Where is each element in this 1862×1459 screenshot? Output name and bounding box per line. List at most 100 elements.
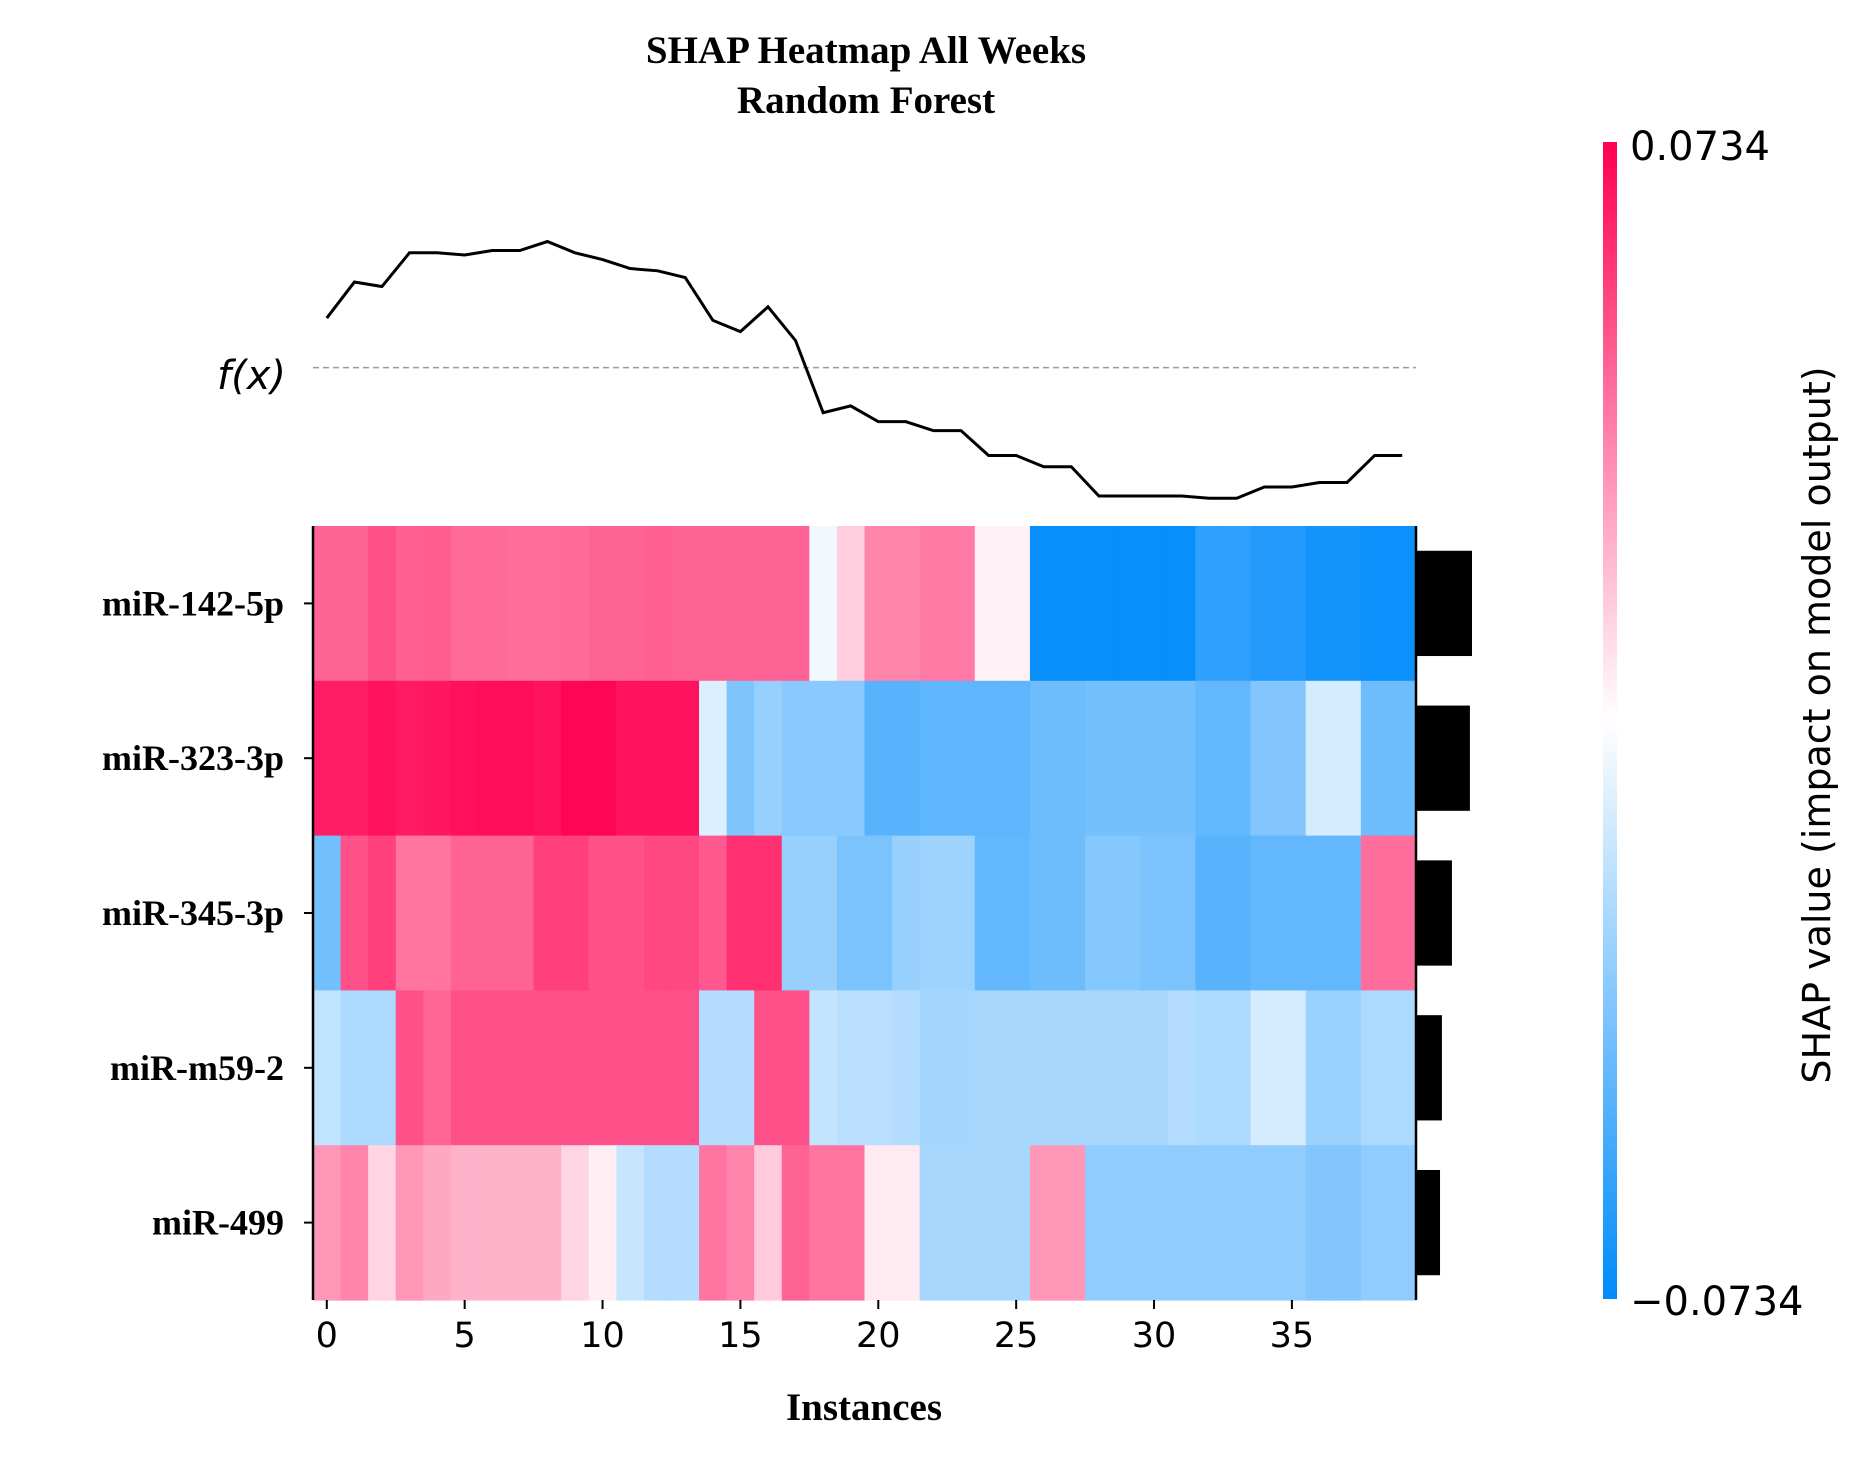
heatmap-cell — [699, 680, 728, 837]
heatmap-cell — [1167, 835, 1196, 991]
feature-label: miR-m59-2 — [110, 1048, 284, 1088]
heatmap-cell — [533, 526, 562, 682]
heatmap-cell — [1029, 680, 1059, 837]
heatmap-cell — [974, 680, 1003, 837]
heatmap-cell — [1388, 1145, 1417, 1301]
heatmap-cell — [340, 990, 369, 1146]
heatmap-cell — [1278, 1145, 1307, 1301]
heatmap-cell — [1112, 990, 1141, 1146]
heatmap-cell — [643, 680, 673, 837]
heatmap-cell — [974, 835, 1003, 991]
heatmap-cell — [1057, 990, 1086, 1146]
heatmap-cell — [1222, 1145, 1252, 1301]
colorbar-axis-label: SHAP value (impact on model output) — [1795, 366, 1839, 1083]
heatmap-cell — [754, 835, 783, 991]
heatmap-cell — [1167, 1145, 1196, 1301]
heatmap-cell — [1085, 1145, 1114, 1301]
heatmap-cell — [368, 835, 397, 991]
heatmap-cell — [947, 990, 976, 1146]
heatmap-cell — [947, 835, 976, 991]
colorbar-min-label: −0.0734 — [1630, 1279, 1803, 1325]
heatmap-cell — [1333, 680, 1362, 837]
heatmap-cell — [1278, 990, 1307, 1146]
heatmap-cell — [478, 526, 507, 682]
heatmap-cell — [974, 1145, 1003, 1301]
heatmap-cell — [533, 1145, 562, 1301]
heatmap-cell — [671, 1145, 700, 1301]
heatmap-cell — [1002, 680, 1031, 837]
heatmap-cell — [1305, 990, 1334, 1146]
heatmap-cell — [1002, 835, 1031, 991]
heatmap-cell — [1388, 990, 1417, 1146]
heatmap-cell — [1195, 1145, 1224, 1301]
heatmap-cell — [1002, 526, 1031, 682]
fx-label: f(x) — [217, 353, 286, 399]
heatmap-cell — [450, 990, 480, 1146]
heatmap-cell — [699, 1145, 728, 1301]
feature-label: miR-345-3p — [102, 893, 284, 933]
heatmap-cell — [1222, 990, 1252, 1146]
heatmap-cell — [450, 526, 480, 682]
heatmap-cell — [616, 1145, 645, 1301]
heatmap-cell — [368, 1145, 397, 1301]
heatmap-cell — [1250, 1145, 1279, 1301]
importance-bars — [1416, 550, 1472, 1276]
importance-bar — [1416, 860, 1452, 966]
heatmap-cell — [919, 990, 948, 1146]
heatmap-cell — [864, 990, 893, 1146]
heatmap-cell — [1388, 526, 1417, 682]
heatmap-cell — [809, 835, 838, 991]
feature-labels: miR-142-5p miR-323-3p miR-345-3p miR-m59-2 m… — [102, 583, 313, 1243]
heatmap-cell — [340, 526, 369, 682]
heatmap-cell — [588, 1145, 617, 1301]
heatmap-cell — [919, 835, 948, 991]
heatmap-cell — [340, 835, 369, 991]
heatmap-cell — [313, 680, 342, 837]
heatmap-cell — [1222, 835, 1252, 991]
heatmap-cell — [1333, 835, 1362, 991]
heatmap-cell — [616, 835, 645, 991]
heatmap-cell — [1140, 1145, 1169, 1301]
heatmap-cell — [1360, 526, 1390, 682]
heatmap-cell — [1002, 990, 1031, 1146]
heatmap-cell — [726, 680, 755, 837]
heatmap-cell — [588, 680, 617, 837]
heatmap-cell — [1167, 526, 1196, 682]
heatmap-cell — [313, 835, 342, 991]
heatmap-cell — [947, 680, 976, 837]
heatmap-cell — [892, 680, 921, 837]
heatmap-cell — [1140, 526, 1169, 682]
heatmap-cell — [368, 526, 397, 682]
fx-panel: f(x) — [217, 239, 1416, 500]
heatmap-cell — [423, 1145, 452, 1301]
heatmap-cell — [588, 990, 617, 1146]
chart-title: SHAP Heatmap All Weeks — [646, 29, 1086, 72]
heatmap-cell — [699, 526, 728, 682]
heatmap-cell — [1278, 835, 1307, 991]
heatmap-cell — [1195, 990, 1224, 1146]
heatmap-cell — [919, 526, 948, 682]
heatmap-cell — [1360, 990, 1390, 1146]
heatmap-cell — [1195, 835, 1224, 991]
heatmap-cell — [395, 990, 424, 1146]
heatmap-cell — [450, 835, 480, 991]
heatmap-cell — [340, 680, 369, 837]
heatmap-cell — [1140, 990, 1169, 1146]
heatmap-cell — [450, 1145, 480, 1301]
x-tick-label: 25 — [994, 1316, 1039, 1356]
heatmap-cell — [643, 990, 673, 1146]
heatmap-cell — [561, 1145, 590, 1301]
heatmap-cell — [1029, 835, 1059, 991]
heatmap-cell — [1029, 1145, 1059, 1301]
heatmap-cell — [1002, 1145, 1031, 1301]
heatmap-cell — [1278, 680, 1307, 837]
x-tick-label: 35 — [1270, 1316, 1315, 1356]
x-tick-label: 30 — [1132, 1316, 1177, 1356]
heatmap-cell — [836, 680, 866, 837]
x-tick-label: 20 — [856, 1316, 901, 1356]
heatmap-cell — [1222, 526, 1252, 682]
heatmap-cell — [864, 680, 893, 837]
heatmap-cell — [671, 835, 700, 991]
x-tick-label: 0 — [316, 1316, 338, 1356]
heatmap-cell — [1333, 526, 1362, 682]
